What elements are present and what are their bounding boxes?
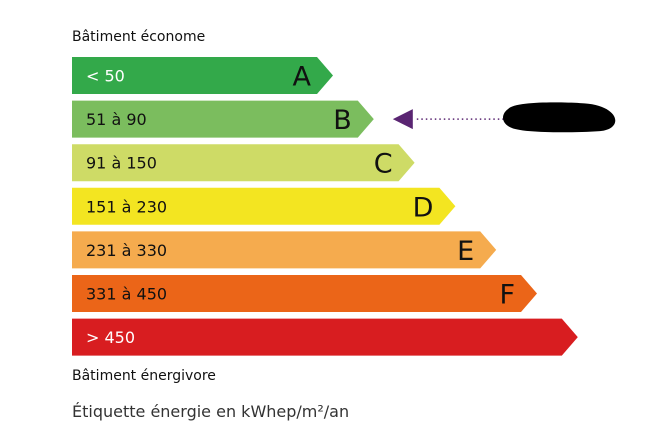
class-bar-f	[72, 275, 537, 312]
class-letter: A	[293, 62, 312, 93]
class-range: 231 à 330	[86, 241, 167, 260]
class-range: 51 à 90	[86, 110, 147, 129]
class-range: < 50	[86, 67, 125, 86]
indicator-arrow-icon	[392, 109, 413, 130]
class-bar-g	[72, 318, 578, 356]
class-bar-e	[72, 231, 497, 269]
redacted-value	[503, 102, 616, 133]
class-letter: E	[457, 236, 474, 267]
class-bar-d	[72, 187, 456, 225]
class-range: > 450	[86, 328, 135, 347]
class-letter: B	[333, 105, 352, 136]
bottom-label: Bâtiment énergivore	[72, 368, 216, 384]
class-range: 151 à 230	[86, 197, 167, 216]
class-letter: D	[413, 192, 434, 223]
top-label: Bâtiment économe	[72, 29, 206, 45]
class-letter: F	[499, 280, 515, 311]
class-bar-b	[72, 100, 374, 138]
class-bar-c	[72, 144, 415, 182]
class-bar-a	[72, 57, 333, 94]
class-range: 91 à 150	[86, 154, 157, 173]
class-range: 331 à 450	[86, 285, 167, 304]
class-letter: C	[374, 149, 393, 180]
unit-label: Étiquette énergie en kWhep/m²/an	[72, 402, 350, 421]
